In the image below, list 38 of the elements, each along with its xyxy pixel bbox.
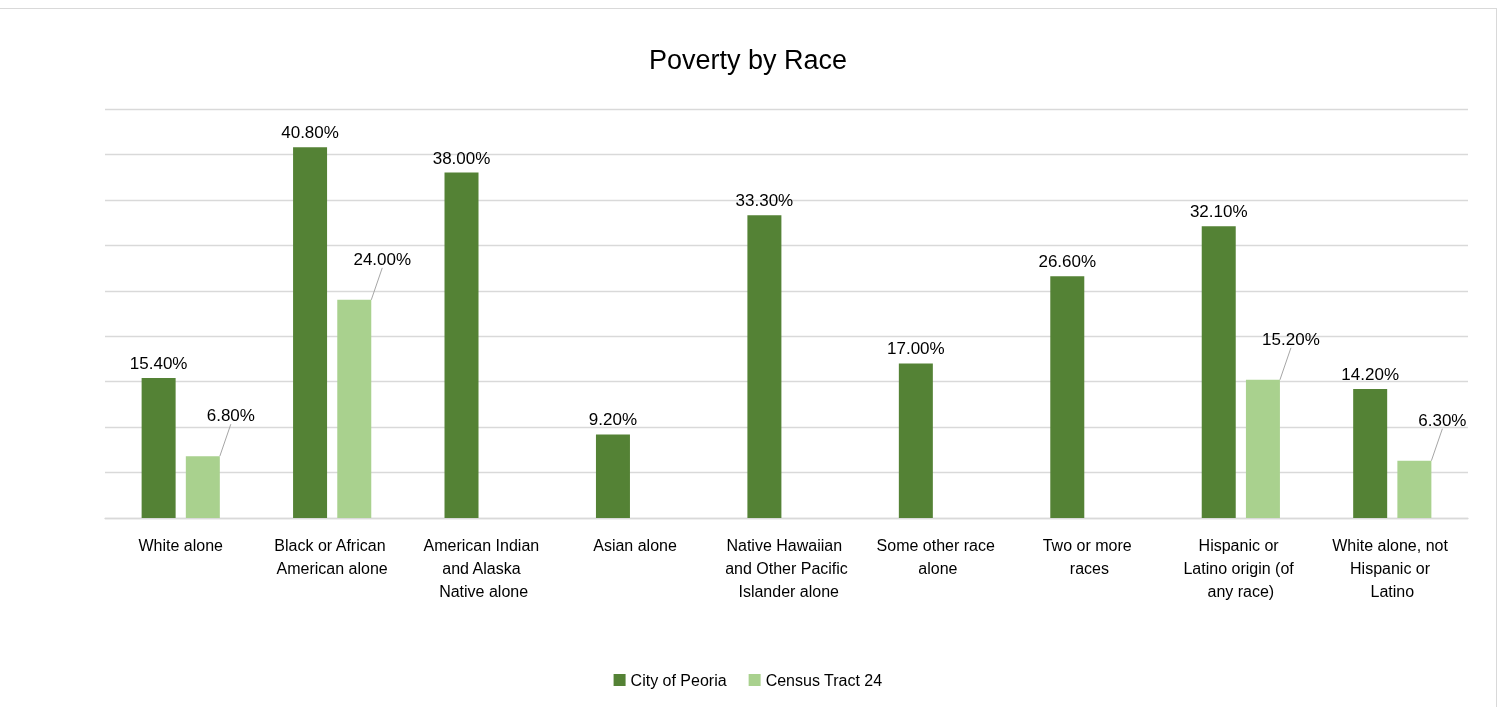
x-tick-label: Two or more races [1042,537,1137,577]
bar [444,172,479,518]
chart-title: Poverty by Race [648,44,848,75]
bar [747,215,782,518]
x-tick-label: Black or African American alone [274,537,390,577]
data-label: 9.20% [588,410,638,430]
x-tick-label: Asian alone [593,537,677,554]
bar [141,378,176,518]
data-label: 38.00% [432,148,491,168]
legend-label: Census Tract 24 [765,671,883,689]
bar [293,147,328,518]
data-label: 14.20% [1341,364,1400,384]
bar [337,299,372,518]
data-label: 40.80% [281,123,339,143]
bar [1353,388,1388,518]
data-label: 33.30% [735,191,794,211]
data-label: 26.60% [1038,252,1097,272]
data-label: 15.40% [129,354,188,374]
bar [1397,460,1432,518]
data-label: 32.10% [1189,202,1248,222]
data-label: 24.00% [353,249,412,269]
data-label: 6.30% [1418,410,1467,430]
bar [1050,276,1085,518]
x-tick-label: Some other race alone [876,537,1000,577]
bar [898,363,933,518]
legend-label: City of Peoria [630,671,727,689]
data-label: 17.00% [887,339,945,359]
x-tick-label: White alone [138,537,224,554]
data-label: 15.20% [1262,329,1320,349]
bar [1201,226,1236,518]
x-tick-label: White alone, not Hispanic or Latino [1332,537,1453,600]
bar [1245,379,1280,518]
bar [185,456,220,518]
x-tick-label: Hispanic or Latino origin (of any race) [1183,537,1299,600]
bar [595,434,630,518]
x-tick-label: American Indian and Alaska Native alone [423,537,544,600]
data-label: 6.80% [206,406,255,426]
x-tick-label: Native Hawaiian and Other Pacific Islander alone [725,537,848,600]
